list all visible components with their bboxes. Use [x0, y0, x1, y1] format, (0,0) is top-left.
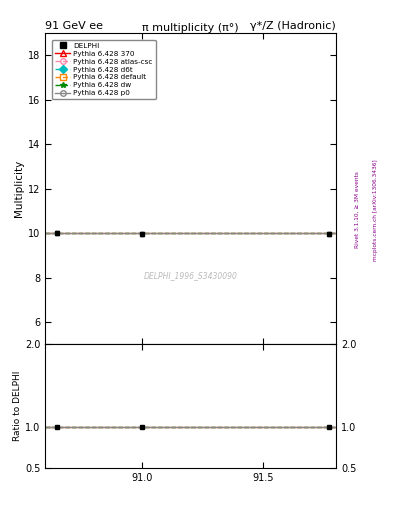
Y-axis label: Multiplicity: Multiplicity	[14, 160, 24, 217]
Text: Rivet 3.1.10, ≥ 3M events: Rivet 3.1.10, ≥ 3M events	[355, 172, 360, 248]
Text: mcplots.cern.ch [arXiv:1306.3436]: mcplots.cern.ch [arXiv:1306.3436]	[373, 159, 378, 261]
Text: DELPHI_1996_S3430090: DELPHI_1996_S3430090	[144, 271, 237, 280]
Y-axis label: Ratio to DELPHI: Ratio to DELPHI	[13, 371, 22, 441]
Legend: DELPHI, Pythia 6.428 370, Pythia 6.428 atlas-csc, Pythia 6.428 d6t, Pythia 6.428: DELPHI, Pythia 6.428 370, Pythia 6.428 a…	[52, 40, 156, 99]
Text: γ*/Z (Hadronic): γ*/Z (Hadronic)	[250, 20, 336, 31]
Text: 91 GeV ee: 91 GeV ee	[45, 20, 103, 31]
Title: π multiplicity (π°): π multiplicity (π°)	[142, 23, 239, 32]
